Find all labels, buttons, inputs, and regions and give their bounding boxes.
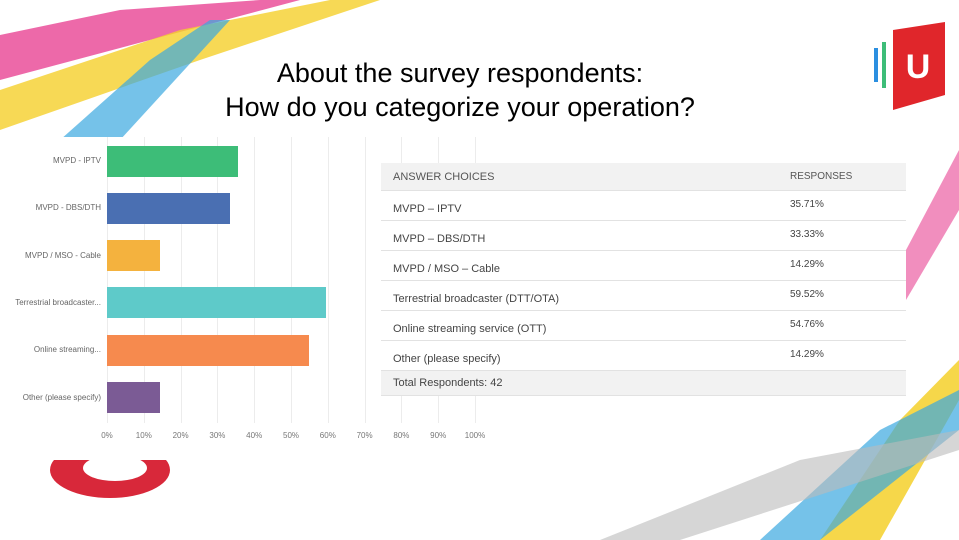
y-tick-label: Other (please specify) (22, 392, 101, 402)
x-tick-label: 100% (464, 431, 486, 440)
table-footer: Total Respondents: 42 (381, 371, 906, 396)
response-table: ANSWER CHOICES RESPONSES MVPD – IPTV 35.71%… (381, 163, 906, 396)
table-row: Online streaming service (OTT) 54.76% (381, 311, 906, 341)
table-row: MVPD / MSO – Cable 14.29% (381, 251, 906, 281)
answer-cell: MVPD / MSO – Cable (393, 263, 500, 275)
table-header: ANSWER CHOICES RESPONSES (381, 163, 906, 191)
x-tick-label: 90% (430, 431, 447, 440)
bar (107, 334, 309, 366)
x-tick-label: 30% (209, 431, 226, 440)
answer-cell: Terrestrial broadcaster (DTT/OTA) (393, 293, 560, 305)
response-cell: 33.33% (790, 229, 824, 240)
grid-line (364, 137, 366, 423)
grid-line (327, 137, 329, 423)
grid-line (217, 137, 219, 423)
x-tick-label: 50% (282, 431, 300, 440)
x-tick-label: 0% (101, 431, 113, 440)
y-tick-label: MVPD - DBS/DTH (35, 203, 101, 213)
response-cell: 59.52% (790, 289, 824, 300)
grid-line (254, 137, 256, 423)
total-respondents: Total Respondents: 42 (393, 377, 503, 389)
x-tick-label: 10% (135, 431, 152, 440)
table-row: MVPD – DBS/DTH 33.33% (381, 221, 906, 251)
y-tick-label: Terrestrial broadcaster... (15, 297, 101, 307)
x-tick-label: 40% (246, 431, 263, 440)
bar (107, 145, 239, 177)
bar (107, 240, 160, 272)
table-row: MVPD – IPTV 35.71% (381, 191, 906, 221)
header-cell: ANSWER CHOICES (393, 170, 495, 183)
response-cell: 35.71% (790, 199, 824, 210)
bar (107, 192, 230, 224)
y-tick-label: MVPD - IPTV (52, 156, 101, 165)
grid-line (180, 137, 182, 423)
bar (107, 287, 327, 319)
grid-line (107, 137, 108, 423)
x-tick-label: 20% (172, 431, 189, 440)
bar (107, 382, 160, 413)
svg-text:U: U (906, 48, 931, 86)
response-cell: 14.29% (790, 259, 824, 270)
title-line: How do you categorize your operation? (225, 92, 695, 122)
x-tick-label: 80% (393, 431, 410, 440)
grid-line (291, 137, 292, 423)
answer-cell: Online streaming service (OTT) (393, 323, 547, 335)
y-tick-label: Online streaming... (33, 345, 101, 355)
response-cell: 54.76% (790, 319, 824, 330)
x-tick-label: 60% (319, 431, 336, 440)
grid-line (143, 137, 145, 423)
response-cell: 14.29% (790, 349, 824, 360)
header-cell: RESPONSES (790, 171, 853, 182)
answer-cell: MVPD – DBS/DTH (393, 233, 486, 245)
table-row: Terrestrial broadcaster (DTT/OTA) 59.52% (381, 281, 906, 311)
answer-cell: Other (please specify) (393, 353, 501, 365)
table-row: Other (please specify) 14.29% (381, 341, 906, 371)
x-tick-label: 70% (356, 431, 373, 440)
answer-cell: MVPD – IPTV (393, 203, 462, 215)
y-tick-label: MVPD / MSO - Cable (24, 250, 101, 260)
title-line: About the survey respondents: (276, 58, 644, 88)
